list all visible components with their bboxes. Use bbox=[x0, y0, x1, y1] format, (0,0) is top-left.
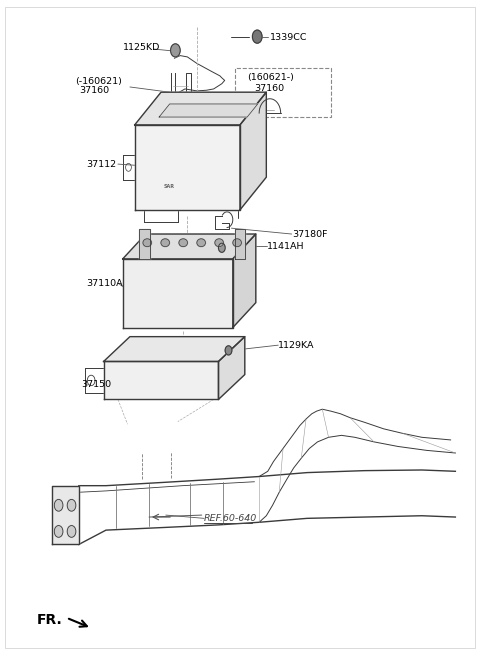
Text: 37160: 37160 bbox=[80, 86, 110, 96]
Circle shape bbox=[170, 44, 180, 57]
Ellipse shape bbox=[197, 239, 205, 247]
Polygon shape bbox=[233, 234, 256, 328]
Polygon shape bbox=[235, 229, 245, 259]
Polygon shape bbox=[218, 337, 245, 400]
Ellipse shape bbox=[161, 239, 169, 247]
Text: 37110A: 37110A bbox=[86, 278, 122, 288]
Circle shape bbox=[218, 243, 225, 252]
Circle shape bbox=[54, 525, 63, 537]
Polygon shape bbox=[104, 362, 218, 400]
Text: SAR: SAR bbox=[163, 183, 174, 189]
Text: 1339CC: 1339CC bbox=[270, 33, 307, 42]
Ellipse shape bbox=[215, 239, 224, 247]
Text: 1125KD: 1125KD bbox=[123, 43, 160, 52]
Polygon shape bbox=[123, 259, 233, 328]
Polygon shape bbox=[135, 92, 266, 125]
Polygon shape bbox=[135, 125, 240, 210]
Polygon shape bbox=[104, 337, 245, 362]
Text: 1141AH: 1141AH bbox=[267, 242, 304, 251]
Circle shape bbox=[67, 525, 76, 537]
Circle shape bbox=[54, 499, 63, 511]
Text: 1129KA: 1129KA bbox=[278, 341, 315, 350]
Circle shape bbox=[67, 499, 76, 511]
Text: FR.: FR. bbox=[36, 613, 62, 627]
Circle shape bbox=[225, 346, 232, 355]
Polygon shape bbox=[139, 229, 150, 259]
Polygon shape bbox=[240, 92, 266, 210]
Ellipse shape bbox=[179, 239, 188, 247]
Circle shape bbox=[252, 30, 262, 43]
Text: 37150: 37150 bbox=[81, 380, 111, 389]
Ellipse shape bbox=[233, 239, 241, 247]
Bar bbox=[235, 68, 331, 117]
Text: (160621-): (160621-) bbox=[247, 73, 294, 83]
Text: 37180F: 37180F bbox=[293, 229, 328, 238]
Text: 37160: 37160 bbox=[254, 84, 285, 93]
Polygon shape bbox=[123, 234, 256, 259]
Polygon shape bbox=[159, 104, 258, 117]
Text: (-160621): (-160621) bbox=[75, 77, 122, 86]
Ellipse shape bbox=[143, 239, 152, 247]
Text: 37112: 37112 bbox=[86, 160, 116, 168]
Polygon shape bbox=[52, 485, 79, 544]
Text: REF.60-640: REF.60-640 bbox=[204, 514, 257, 523]
